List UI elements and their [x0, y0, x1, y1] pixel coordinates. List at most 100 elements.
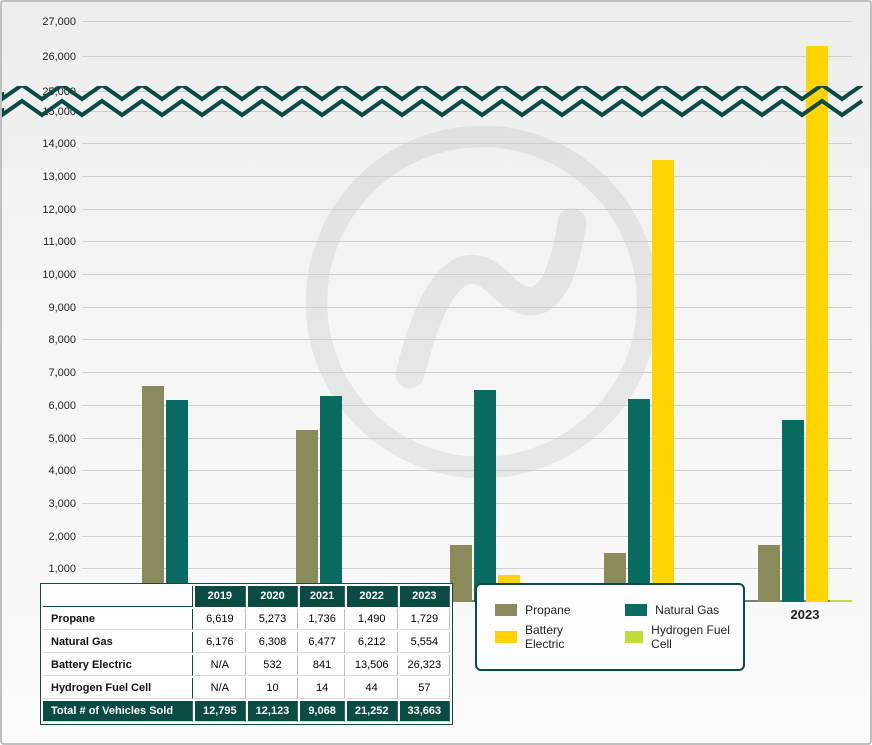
- bar-natural-gas: [320, 396, 342, 602]
- y-tick-label: 15,000: [16, 106, 76, 118]
- data-table: 20192020202120222023Propane6,6195,2731,7…: [40, 583, 453, 725]
- bar-battery-electric: [806, 46, 828, 602]
- table-cell: 6,308: [248, 632, 299, 653]
- grid-line: [82, 536, 852, 537]
- table-row-header: Total # of Vehicles Sold: [43, 701, 193, 722]
- table-col-header: 2022: [347, 586, 398, 607]
- bar-natural-gas: [474, 390, 496, 602]
- table-cell: 532: [248, 655, 299, 676]
- table-cell: 26,323: [400, 655, 451, 676]
- y-tick-label: 26,000: [16, 51, 76, 63]
- table-cell: 57: [400, 678, 451, 699]
- grid-line: [82, 470, 852, 471]
- table-cell: 12,123: [248, 701, 299, 722]
- table-cell: 841: [300, 655, 345, 676]
- chart-frame: 01,0002,0003,0004,0005,0006,0007,0008,00…: [0, 0, 872, 745]
- legend-label: Propane: [525, 603, 570, 617]
- grid-line: [82, 438, 852, 439]
- y-tick-label: 1,000: [16, 563, 76, 575]
- y-tick-label: 9,000: [16, 302, 76, 314]
- table-row: Battery ElectricN/A53284113,50626,323: [43, 655, 450, 676]
- y-tick-label: 14,000: [16, 138, 76, 150]
- chart-plot-area: 01,0002,0003,0004,0005,0006,0007,0008,00…: [82, 22, 852, 602]
- y-tick-label: 27,000: [16, 16, 76, 28]
- table-cell: 44: [347, 678, 398, 699]
- y-tick-label: 7,000: [16, 367, 76, 379]
- table-cell: 5,554: [400, 632, 451, 653]
- y-tick-label: 11,000: [16, 236, 76, 248]
- grid-line: [82, 209, 852, 210]
- table-cell: 6,477: [300, 632, 345, 653]
- grid-line: [82, 405, 852, 406]
- bar-natural-gas: [628, 399, 650, 602]
- grid-line: [82, 21, 852, 22]
- bar-hydrogen-fuel-cell: [830, 600, 852, 602]
- table-cell: N/A: [195, 678, 246, 699]
- y-tick-label: 8,000: [16, 334, 76, 346]
- table-cell: 14: [300, 678, 345, 699]
- x-tick-label: 2023: [775, 607, 835, 622]
- legend-item: Natural Gas: [625, 603, 735, 617]
- grid-line: [82, 503, 852, 504]
- table-cell: 1,490: [347, 609, 398, 630]
- table-cell: 9,068: [300, 701, 345, 722]
- table-cell: 12,795: [195, 701, 246, 722]
- y-tick-label: 3,000: [16, 498, 76, 510]
- grid-line: [82, 307, 852, 308]
- legend-swatch: [625, 604, 647, 616]
- bar-battery-electric: [652, 160, 674, 602]
- legend-swatch: [625, 631, 643, 643]
- legend-item: Hydrogen Fuel Cell: [625, 623, 735, 651]
- grid-line: [82, 339, 852, 340]
- legend-box: Propane Natural Gas Battery Electric Hydrog…: [475, 583, 745, 671]
- table-col-header: 2020: [248, 586, 299, 607]
- bar-natural-gas: [166, 400, 188, 602]
- table-cell: 1,729: [400, 609, 451, 630]
- table-cell: 21,252: [347, 701, 398, 722]
- table-cell: 33,663: [400, 701, 451, 722]
- grid-line: [82, 176, 852, 177]
- table-cell: N/A: [195, 655, 246, 676]
- bar-natural-gas: [782, 420, 804, 602]
- grid-line: [82, 111, 852, 112]
- table-col-header: 2023: [400, 586, 451, 607]
- grid-line: [82, 372, 852, 373]
- table-row: Natural Gas6,1766,3086,4776,2125,554: [43, 632, 450, 653]
- y-tick-label: 5,000: [16, 433, 76, 445]
- table-cell: 6,619: [195, 609, 246, 630]
- legend-item: Propane: [495, 603, 605, 617]
- table-cell: 6,212: [347, 632, 398, 653]
- bar-propane: [142, 386, 164, 602]
- table-row-header: Natural Gas: [43, 632, 193, 653]
- table-col-header: 2019: [195, 586, 246, 607]
- table-cell: 1,736: [300, 609, 345, 630]
- y-tick-label: 2,000: [16, 531, 76, 543]
- y-tick-label: 4,000: [16, 465, 76, 477]
- legend-label: Battery Electric: [525, 623, 605, 651]
- grid-line: [82, 274, 852, 275]
- table-total-row: Total # of Vehicles Sold12,79512,1239,06…: [43, 701, 450, 722]
- legend-swatch: [495, 604, 517, 616]
- table-row-header: Hydrogen Fuel Cell: [43, 678, 193, 699]
- y-tick-label: 12,000: [16, 204, 76, 216]
- grid-line: [82, 91, 852, 92]
- table-row: Hydrogen Fuel CellN/A10144457: [43, 678, 450, 699]
- table-row: Propane6,6195,2731,7361,4901,729: [43, 609, 450, 630]
- bottom-panel: 20192020202120222023Propane6,6195,2731,7…: [40, 583, 745, 725]
- legend-label: Natural Gas: [655, 603, 719, 617]
- bar-propane: [758, 545, 780, 602]
- y-tick-label: 6,000: [16, 400, 76, 412]
- grid-line: [82, 56, 852, 57]
- table-row-header: Battery Electric: [43, 655, 193, 676]
- y-tick-label: 25,000: [16, 86, 76, 98]
- table-col-header: 2021: [300, 586, 345, 607]
- table-row-header: Propane: [43, 609, 193, 630]
- grid-line: [82, 143, 852, 144]
- grid-line: [82, 241, 852, 242]
- y-tick-label: 10,000: [16, 269, 76, 281]
- legend-item: Battery Electric: [495, 623, 605, 651]
- table-cell: 5,273: [248, 609, 299, 630]
- legend-swatch: [495, 631, 517, 643]
- y-tick-label: 13,000: [16, 171, 76, 183]
- legend-label: Hydrogen Fuel Cell: [651, 623, 735, 651]
